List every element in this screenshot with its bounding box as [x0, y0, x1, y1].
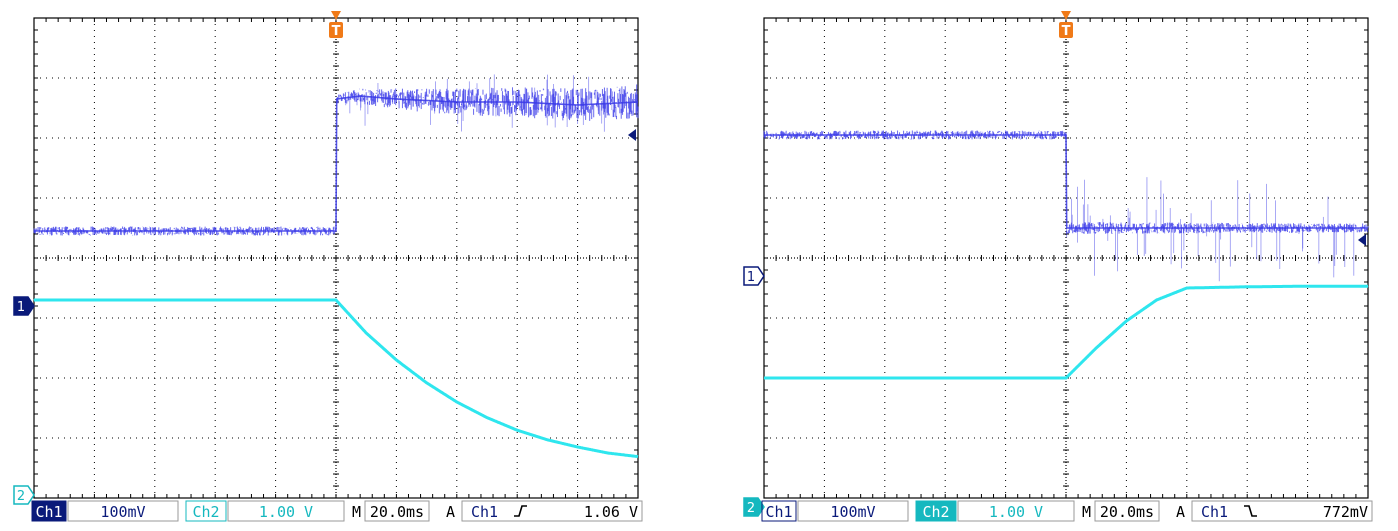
trigger-position-marker: T — [1059, 11, 1073, 39]
time-prefix: M — [352, 503, 361, 521]
ch2-marker-shape — [13, 485, 35, 505]
ch2-label: Ch2 — [922, 503, 949, 521]
trigger-slope-icon — [1244, 505, 1257, 517]
ch2-scale-box — [957, 500, 1075, 522]
time-scale: 20.0ms — [370, 503, 424, 521]
ch1-label-box — [761, 500, 797, 522]
trigger-level: 1.06 V — [584, 503, 638, 521]
time-prefix: M — [1082, 503, 1091, 521]
trace-ch1 — [763, 130, 1369, 282]
trigger-box — [1059, 22, 1073, 38]
scope-left: T 1 2 Ch1 100mV Ch2 1.00 V M 20.0ms A Ch1 1.06 V — [0, 0, 660, 531]
trace-ch1-line — [764, 134, 1368, 229]
readout-bar: Ch1 100mV Ch2 1.00 V M 20.0ms A Ch1 772mV — [761, 500, 1373, 522]
ch1-scale-box — [67, 500, 179, 522]
trigger-level-arrow-icon — [1358, 234, 1366, 246]
trigger-source: Ch1 — [1201, 503, 1228, 521]
ch1-scale: 100mV — [100, 503, 145, 521]
ch1-label: Ch1 — [35, 503, 62, 521]
time-scale: 20.0ms — [1100, 503, 1154, 521]
ch1-marker-label: 1 — [747, 270, 755, 285]
scope-right-plot: T 1 2 Ch1 100mV Ch2 1.00 V M 20.0ms A Ch1 772mV — [743, 11, 1373, 522]
ch1-ground-marker: 1 — [13, 296, 35, 316]
trigger-marker-label: T — [332, 24, 341, 39]
trigger-position-marker: T — [329, 11, 343, 39]
trigger-box-readout — [461, 500, 643, 522]
ch2-marker-label: 2 — [747, 501, 755, 516]
trigger-level: 772mV — [1323, 503, 1368, 521]
trace-ch2 — [763, 284, 1369, 380]
trace-ch1 — [33, 74, 639, 236]
scope-left-plot: T 1 2 Ch1 100mV Ch2 1.00 V M 20.0ms A Ch1 1.06 V — [13, 11, 643, 522]
ch2-marker-shape — [743, 497, 765, 517]
trigger-mode: A — [446, 503, 455, 521]
ch2-marker-label: 2 — [17, 489, 25, 504]
time-scale-box — [1094, 500, 1160, 522]
trigger-mode: A — [1176, 503, 1185, 521]
ch2-scale: 1.00 V — [259, 503, 313, 521]
trace-ch2-line — [764, 284, 1368, 380]
ch2-label-box — [915, 500, 957, 522]
trigger-slope-icon — [514, 505, 527, 517]
scope-right: T 1 2 Ch1 100mV Ch2 1.00 V M 20.0ms A Ch1 772mV — [738, 0, 1398, 531]
time-scale-box — [364, 500, 430, 522]
ch1-ground-marker: 1 — [743, 266, 765, 286]
ch2-ground-marker: 2 — [13, 485, 35, 505]
trigger-box — [329, 22, 343, 38]
graticule-grid — [33, 17, 639, 499]
ch1-scale: 100mV — [830, 503, 875, 521]
graticule-grid — [763, 17, 1369, 499]
ch2-ground-marker: 2 — [743, 497, 765, 517]
trace-ch2 — [33, 298, 639, 459]
trigger-box-readout — [1191, 500, 1373, 522]
ch1-marker-shape — [13, 296, 35, 316]
trigger-marker-label: T — [1062, 24, 1071, 39]
ch2-scale-box — [227, 500, 345, 522]
readout-bar: Ch1 100mV Ch2 1.00 V M 20.0ms A Ch1 1.06 V — [31, 500, 643, 522]
ch2-label-box — [185, 500, 227, 522]
trigger-arrow-icon — [331, 11, 341, 20]
ch1-label: Ch1 — [765, 503, 792, 521]
ch2-scale: 1.00 V — [989, 503, 1043, 521]
ch1-label-box — [31, 500, 67, 522]
ch1-marker-label: 1 — [17, 300, 25, 315]
trigger-level-arrow-icon — [628, 129, 636, 141]
ch2-label: Ch2 — [192, 503, 219, 521]
trace-ch1-line — [34, 95, 638, 232]
ch1-scale-box — [797, 500, 909, 522]
trigger-arrow-icon — [1061, 11, 1071, 20]
trigger-source: Ch1 — [471, 503, 498, 521]
ch1-marker-shape — [743, 266, 765, 286]
trace-ch2-line — [34, 298, 639, 459]
